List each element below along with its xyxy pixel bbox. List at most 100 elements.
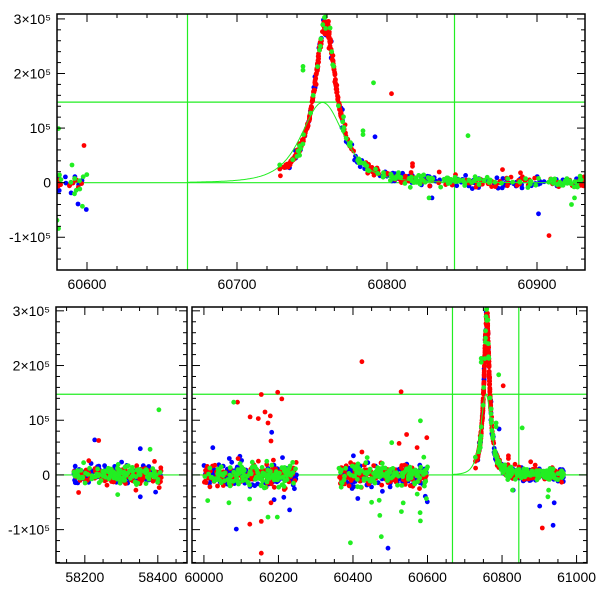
data-point-green xyxy=(423,478,429,484)
data-point-red xyxy=(528,459,534,465)
data-point-blue xyxy=(229,459,235,465)
data-point-red xyxy=(427,183,433,189)
data-point-green xyxy=(115,462,121,467)
x-tick-label: 60800 xyxy=(483,569,522,585)
y-tick-label: 0 xyxy=(43,175,51,191)
data-point-green xyxy=(117,480,123,486)
data-point-green xyxy=(77,178,82,184)
data-point-green xyxy=(250,464,256,470)
y-tick-label: 10⁵ xyxy=(30,120,51,136)
data-point-green xyxy=(343,465,349,471)
data-point-green xyxy=(381,170,386,176)
data-point-green xyxy=(483,328,488,334)
data-point-red xyxy=(514,183,520,188)
data-point-green xyxy=(269,462,275,468)
data-point-green xyxy=(146,476,152,482)
data-point-green xyxy=(95,466,100,472)
data-point-red xyxy=(486,373,492,379)
data-point-green xyxy=(255,470,261,476)
x-tick-label: 58200 xyxy=(65,569,104,585)
data-point-green xyxy=(150,466,156,471)
data-point-green xyxy=(265,476,271,482)
data-point-green xyxy=(287,463,293,469)
data-point-green xyxy=(80,475,85,481)
data-point-red xyxy=(256,458,261,464)
data-point-green xyxy=(477,446,482,451)
data-point-green xyxy=(274,514,280,520)
data-point-green xyxy=(85,472,91,477)
data-point-green xyxy=(80,174,86,180)
plot-area xyxy=(56,393,187,500)
data-point-red xyxy=(327,39,333,44)
data-point-red xyxy=(215,483,220,489)
data-point-green xyxy=(112,473,118,478)
data-point-red xyxy=(258,550,264,556)
data-point-green xyxy=(318,43,323,49)
data-point-green xyxy=(318,36,324,42)
data-point-blue xyxy=(551,500,557,506)
full-panel: 58200 58400 60000 60200 60400 60600 60800 61000… xyxy=(8,303,596,585)
data-point-green xyxy=(577,173,583,179)
data-point-green xyxy=(418,518,423,524)
data-point-green xyxy=(245,473,250,479)
data-point-green xyxy=(354,469,359,475)
data-point-green xyxy=(291,480,296,486)
y-tick-label: 2×10⁵ xyxy=(14,65,51,81)
data-point-red xyxy=(338,110,344,116)
data-point-green xyxy=(395,482,400,488)
data-point-green xyxy=(322,15,327,20)
data-point-green xyxy=(438,184,444,190)
data-point-green xyxy=(271,474,277,480)
data-point-blue xyxy=(83,207,89,212)
data-point-green xyxy=(103,474,108,480)
data-point-green xyxy=(550,470,555,476)
x-tick-label: 60900 xyxy=(518,276,557,292)
data-point-red xyxy=(279,396,285,402)
data-point-red xyxy=(398,389,404,395)
data-point-green xyxy=(57,172,62,178)
data-point-blue xyxy=(463,173,468,178)
data-point-red xyxy=(473,465,478,471)
data-point-green xyxy=(206,471,212,477)
data-point-green xyxy=(388,178,393,183)
data-point-green xyxy=(338,467,344,473)
data-point-green xyxy=(575,184,580,190)
data-point-green xyxy=(550,474,555,480)
data-point-blue xyxy=(226,456,232,461)
data-point-green xyxy=(377,513,383,518)
data-point-green xyxy=(485,317,491,323)
data-point-blue xyxy=(137,494,143,500)
data-point-green xyxy=(483,335,488,341)
data-point-green xyxy=(76,475,81,480)
data-point-red xyxy=(399,463,405,468)
data-point-green xyxy=(402,181,408,186)
data-point-red xyxy=(500,383,506,389)
data-point-green xyxy=(216,467,222,473)
data-point-green xyxy=(355,477,360,482)
data-point-red xyxy=(481,373,487,378)
data-point-blue xyxy=(287,507,292,513)
data-point-green xyxy=(482,356,488,361)
data-point-red xyxy=(134,463,140,469)
data-point-green xyxy=(230,478,236,484)
x-tick-label: 60800 xyxy=(368,276,407,292)
data-point-blue xyxy=(454,183,460,189)
data-point-green xyxy=(400,500,406,506)
data-point-blue xyxy=(500,176,506,181)
data-point-red xyxy=(417,486,422,491)
data-point-green xyxy=(402,469,408,475)
data-point-red xyxy=(333,77,338,82)
y-tick-label: 10⁵ xyxy=(29,412,50,428)
data-point-green xyxy=(329,49,335,55)
data-point-red xyxy=(300,138,305,143)
data-point-green xyxy=(421,454,427,460)
data-point-red xyxy=(532,175,538,181)
data-point-green xyxy=(550,180,556,186)
data-point-red xyxy=(111,479,116,485)
data-point-red xyxy=(539,525,545,531)
data-point-blue xyxy=(102,463,107,469)
data-point-green xyxy=(360,132,366,138)
data-point-green xyxy=(327,25,333,31)
data-point-green xyxy=(481,177,487,183)
y-tick-label: 0 xyxy=(42,467,50,483)
